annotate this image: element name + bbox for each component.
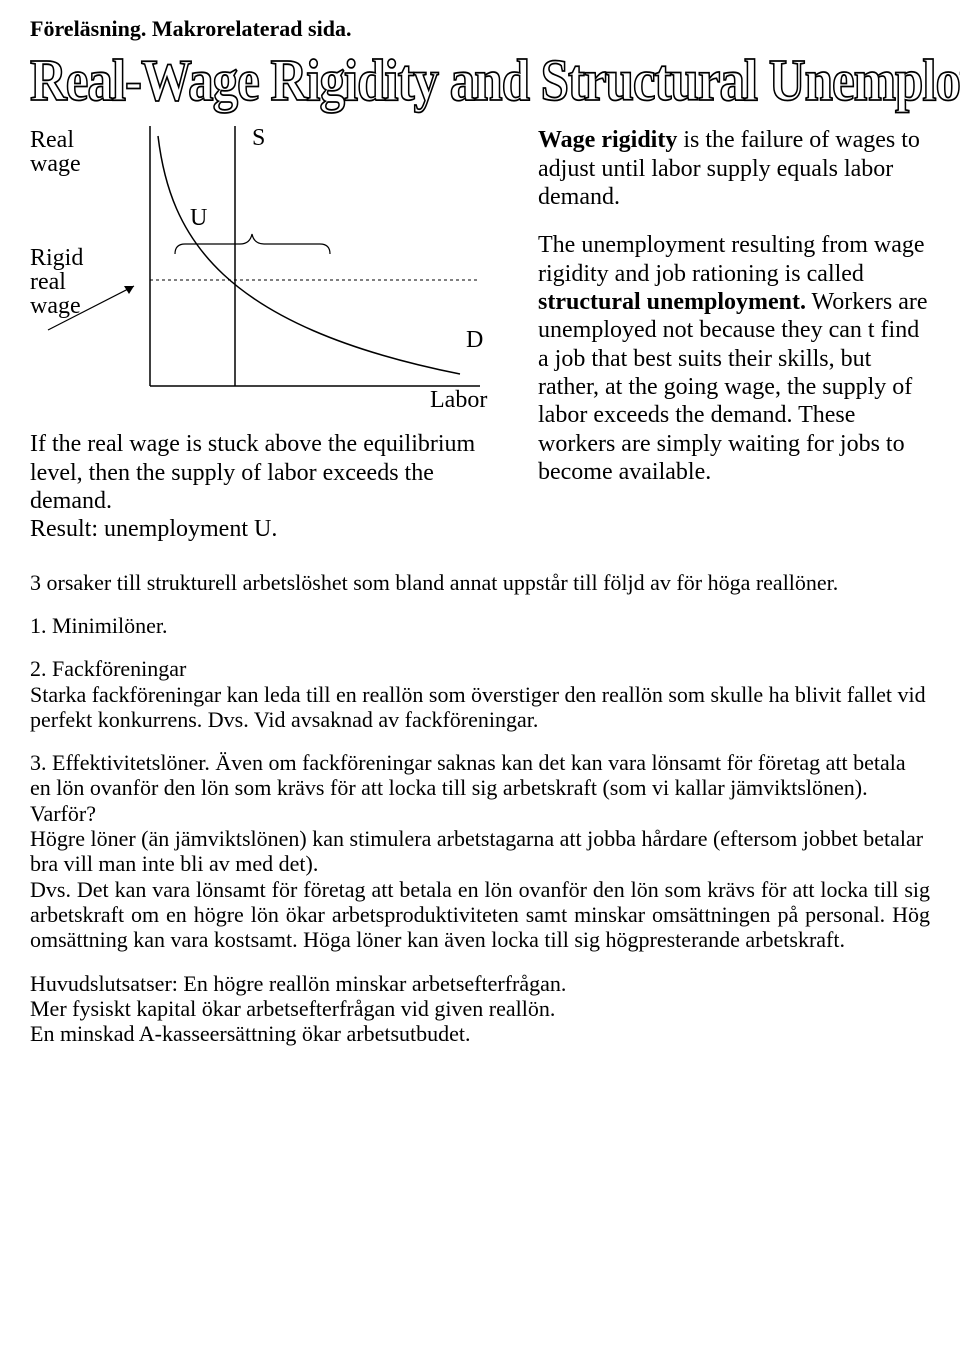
supply-demand-chart: Real wage S U D Labor Rigid real wage — [30, 126, 490, 426]
body-p5: Högre löner (än jämviktslönen) kan stimu… — [30, 826, 930, 877]
two-column-row: Real wage S U D Labor Rigid real wage If… — [30, 126, 930, 543]
x-axis-label: Labor — [430, 386, 487, 415]
wordart-title: Real-Wage Rigidity and Structural Unempl… — [30, 45, 948, 116]
right-p2c: Workers are unemployed not because they … — [538, 289, 928, 485]
body-p3: 2. Fackföreningar Starka fackföreningar … — [30, 656, 930, 732]
y-axis-label-2: wage — [30, 150, 81, 179]
right-p2a: The unemployment resulting from wage rig… — [538, 232, 925, 286]
body-p3a: 2. Fackföreningar — [30, 656, 186, 681]
right-p2-bold: structural unemployment. — [538, 289, 806, 315]
right-p1-bold: Wage rigidity — [538, 127, 677, 153]
left-explanation: If the real wage is stuck above the equi… — [30, 430, 510, 543]
right-column: Wage rigidity is the failure of wages to… — [538, 126, 930, 486]
supply-label: S — [252, 124, 265, 153]
body-p7: Huvudslutsatser: En högre reallön minska… — [30, 971, 930, 996]
left-p2b: U. — [254, 516, 277, 542]
left-column: Real wage S U D Labor Rigid real wage If… — [30, 126, 510, 543]
body-section: 3 orsaker till strukturell arbetslöshet … — [30, 570, 930, 1047]
body-p6: Dvs. Det kan vara lönsamt för företag at… — [30, 877, 930, 953]
rigid-label-3: wage — [30, 292, 81, 321]
unemployment-gap-label: U — [190, 204, 207, 233]
left-p1: If the real wage is stuck above the equi… — [30, 431, 475, 514]
chart-svg — [30, 126, 490, 426]
left-p2a: Result: unemployment — [30, 516, 254, 542]
body-p2: 1. Minimilöner. — [30, 613, 930, 638]
body-p8: Mer fysiskt kapital ökar arbetsefterfråg… — [30, 996, 930, 1021]
body-p1: 3 orsaker till strukturell arbetslöshet … — [30, 570, 930, 595]
demand-label: D — [466, 326, 483, 355]
body-p9: En minskad A-kasseersättning ökar arbets… — [30, 1021, 930, 1046]
body-p4: 3. Effektivitetslöner. Även om fackfören… — [30, 750, 930, 826]
lecture-header: Föreläsning. Makrorelaterad sida. — [30, 16, 930, 42]
body-p3b: Starka fackföreningar kan leda till en r… — [30, 682, 926, 732]
